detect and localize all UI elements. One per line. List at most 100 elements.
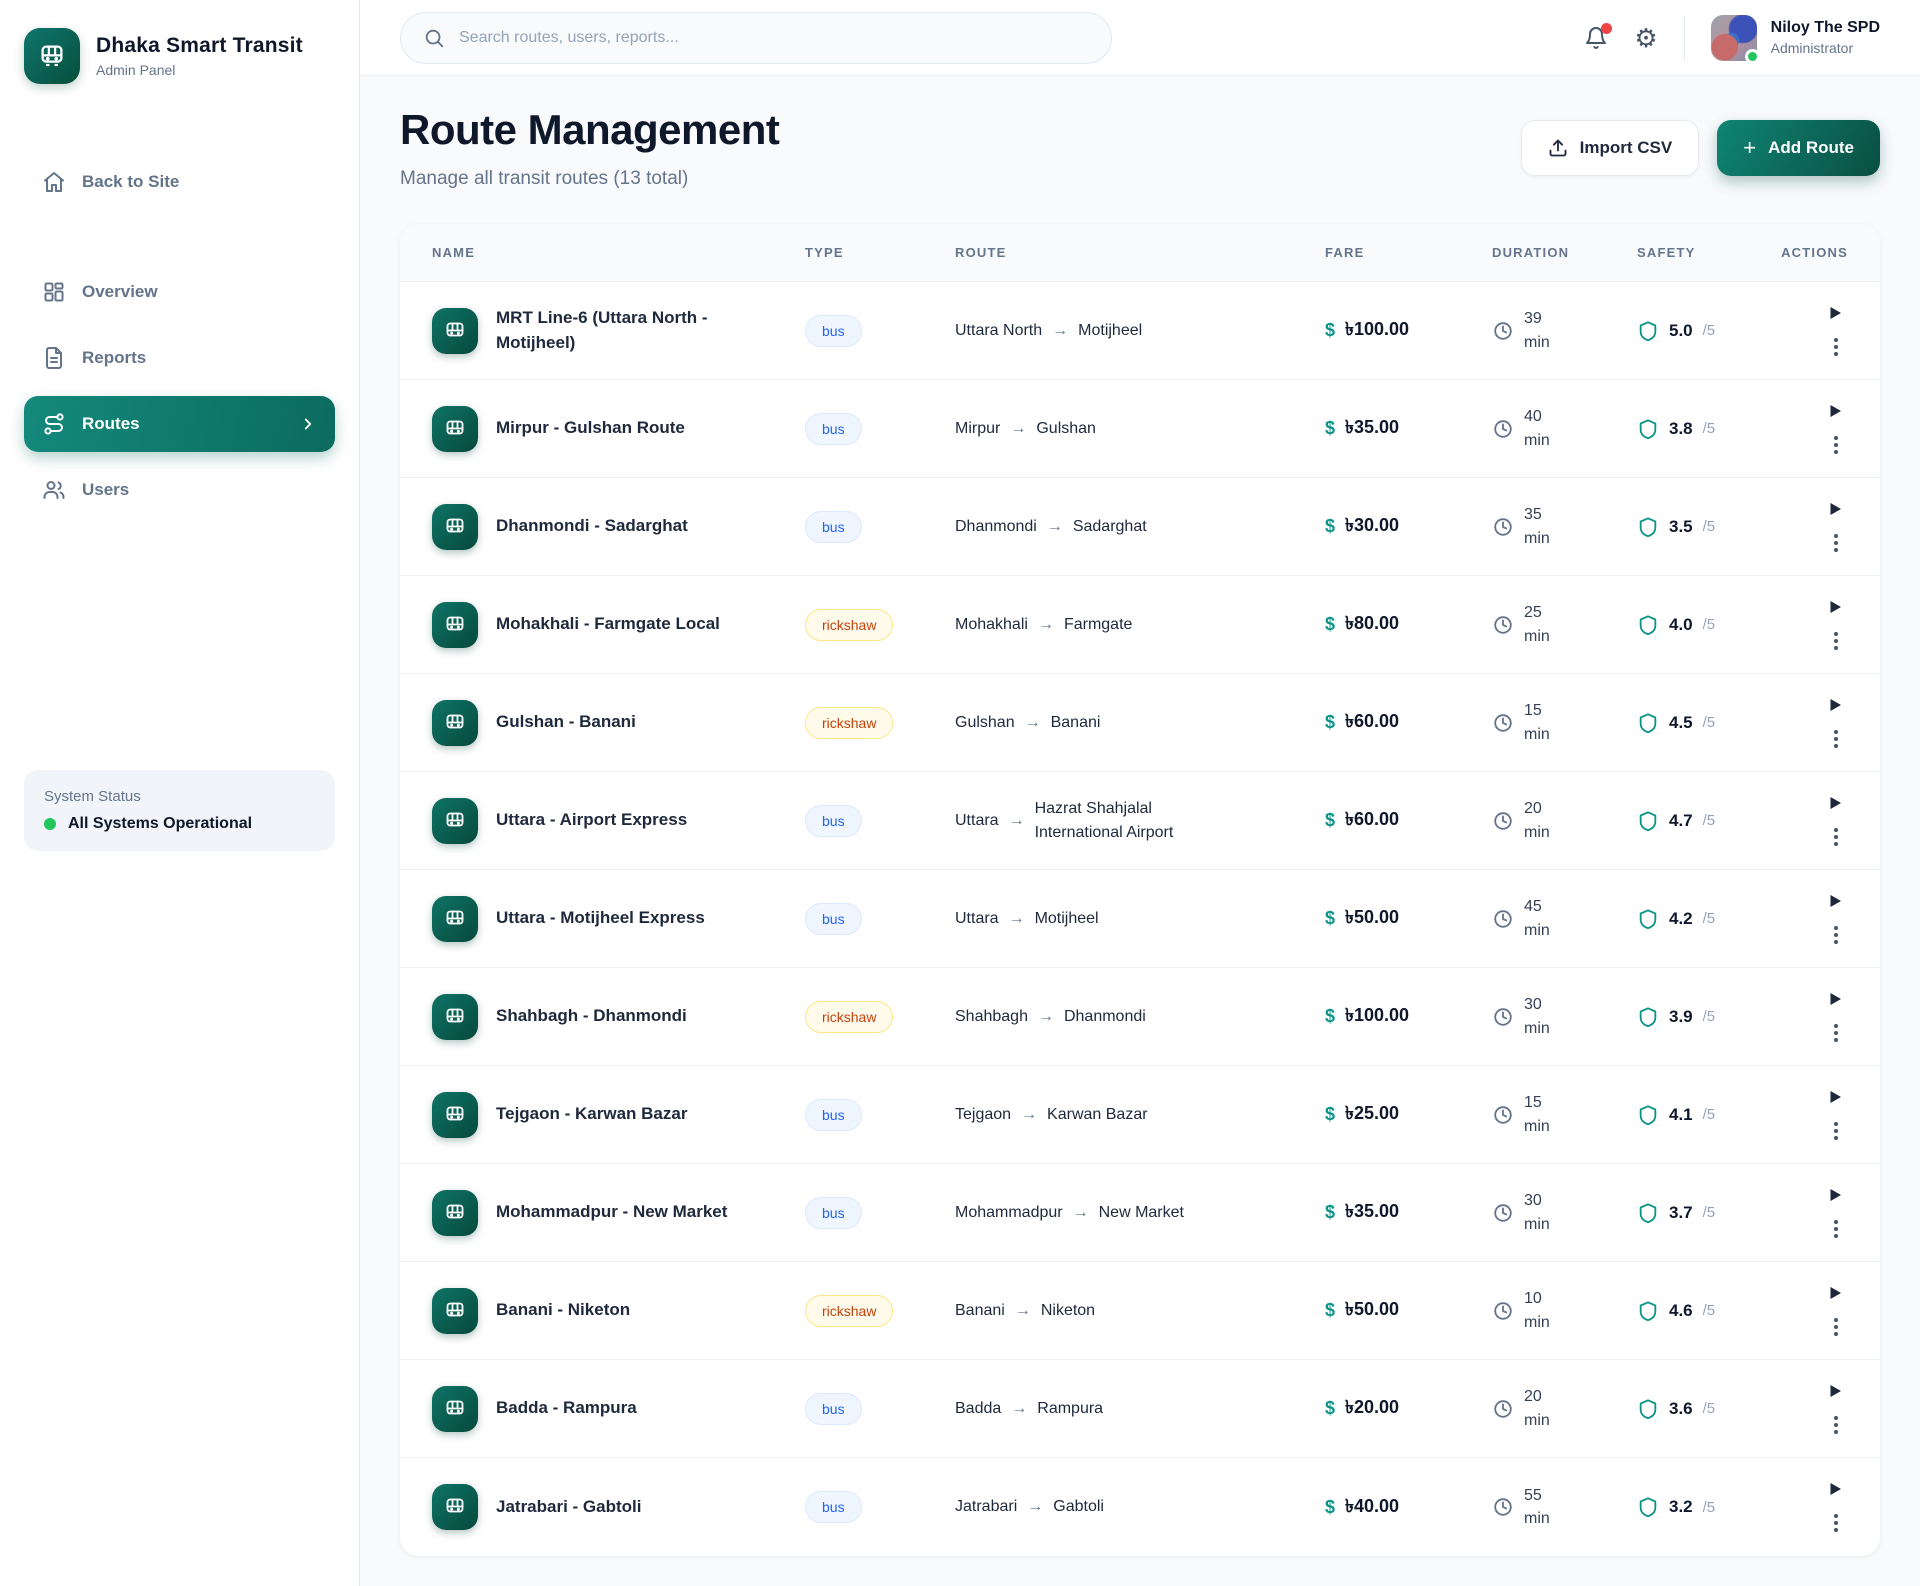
system-status-label: System Status [44,788,141,805]
run-route-button[interactable] [1826,1088,1844,1106]
clock-icon [1492,614,1514,636]
row-menu-button[interactable] [1828,826,1844,848]
add-route-label: Add Route [1768,138,1854,157]
run-route-button[interactable] [1826,794,1844,812]
column-header-actions: Actions [1781,245,1848,260]
row-menu-button[interactable] [1828,1414,1844,1436]
route-name: Mohakhali - Farmgate Local [496,614,720,634]
run-route-button[interactable] [1826,1480,1844,1498]
dots-vertical-icon [1834,729,1838,734]
brand: Dhaka Smart Transit Admin Panel [24,28,335,84]
row-menu-button[interactable] [1828,1022,1844,1044]
route-to: New Market [1098,1203,1184,1221]
duration-value: 25 min [1524,604,1550,645]
add-route-button[interactable]: + Add Route [1717,120,1880,176]
route-to: Karwan Bazar [1047,1105,1148,1123]
search-input[interactable] [459,28,1089,47]
sidebar-item-back-to-site[interactable]: Back to Site [24,154,335,210]
run-route-button[interactable] [1826,1382,1844,1400]
row-menu-button[interactable] [1828,532,1844,554]
safety-rating: 3.7 [1669,1202,1693,1222]
column-header-type: Type [805,245,844,260]
row-menu-button[interactable] [1828,728,1844,750]
document-icon [42,346,66,370]
chevron-right-icon [299,415,317,433]
user-role: Administrator [1770,40,1854,56]
route-icon [42,412,66,436]
currency-icon: $ [1325,908,1336,928]
clock-icon [1492,712,1514,734]
rating-suffix: /5 [1702,1008,1716,1025]
clock-icon [1492,810,1514,832]
safety-rating: 3.6 [1669,1398,1693,1418]
run-route-button[interactable] [1826,696,1844,714]
duration-value: 40 min [1524,408,1550,449]
clock-icon [1492,1398,1514,1420]
row-menu-button[interactable] [1828,1316,1844,1338]
run-route-button[interactable] [1826,1284,1844,1302]
type-badge: bus [805,1098,862,1131]
sidebar-item-overview[interactable]: Overview [24,264,335,320]
dashboard-grid-icon [42,280,66,304]
search-box[interactable] [400,11,1112,64]
bus-icon [443,1201,467,1225]
run-route-button[interactable] [1826,598,1844,616]
users-icon [42,478,66,502]
route-from: Dhanmondi [955,517,1037,535]
shield-icon [1637,1104,1659,1126]
sidebar-nav: Back to Site Overview Reports [24,154,335,518]
run-route-button[interactable] [1826,500,1844,518]
content: Route Management Manage all transit rout… [360,76,1920,1586]
arrow-right-icon: → [1046,517,1063,535]
row-menu-button[interactable] [1828,434,1844,456]
table-row: MRT Line-6 (Uttara North - Motijheel) bu… [400,282,1880,380]
bus-icon [443,515,467,539]
shield-icon [1637,1006,1659,1028]
sidebar-item-label: Routes [82,414,140,433]
run-route-button[interactable] [1826,990,1844,1008]
plus-icon: + [1743,135,1757,160]
currency-icon: $ [1325,516,1336,536]
shield-icon [1637,810,1659,832]
row-menu-button[interactable] [1828,924,1844,946]
sidebar-item-users[interactable]: Users [24,462,335,518]
route-from: Uttara [955,909,999,927]
sidebar-item-routes[interactable]: Routes [24,396,335,452]
type-badge: rickshaw [805,1000,894,1033]
route-name: Badda - Rampura [496,1398,637,1418]
route-to: Hazrat Shahjalal International Airport [1034,799,1174,841]
run-route-button[interactable] [1826,402,1844,420]
run-route-button[interactable] [1826,304,1844,322]
settings-button[interactable]: ⚙ [1634,25,1657,51]
duration-value: 55 min [1524,1486,1550,1527]
bus-icon [443,1005,467,1029]
shield-icon [1637,320,1659,342]
shield-icon [1637,614,1659,636]
notification-badge-dot [1601,22,1613,34]
run-route-button[interactable] [1826,892,1844,910]
safety-rating: 3.9 [1669,1006,1693,1026]
row-menu-button[interactable] [1828,1512,1844,1534]
bus-icon [443,1103,467,1127]
route-name: Mohammadpur - New Market [496,1202,728,1222]
column-header-safety: Safety [1637,245,1696,260]
rating-suffix: /5 [1702,1204,1716,1221]
user-menu[interactable]: Niloy The SPD Administrator [1710,14,1880,64]
row-menu-button[interactable] [1828,336,1844,358]
clock-icon [1492,1496,1514,1518]
user-name: Niloy The SPD [1770,19,1880,36]
route-from: Uttara [955,811,999,829]
row-menu-button[interactable] [1828,630,1844,652]
bus-icon [443,1397,467,1421]
row-menu-button[interactable] [1828,1218,1844,1240]
import-csv-button[interactable]: Import CSV [1520,120,1700,176]
notifications-button[interactable] [1584,22,1613,50]
safety-rating: 4.5 [1669,712,1693,732]
bus-icon [443,907,467,931]
routes-table: Name Type Route Fare Duration Safety Act… [400,224,1880,1556]
clock-icon [1492,418,1514,440]
run-route-button[interactable] [1826,1186,1844,1204]
row-menu-button[interactable] [1828,1120,1844,1142]
clock-icon [1492,1202,1514,1224]
sidebar-item-reports[interactable]: Reports [24,330,335,386]
